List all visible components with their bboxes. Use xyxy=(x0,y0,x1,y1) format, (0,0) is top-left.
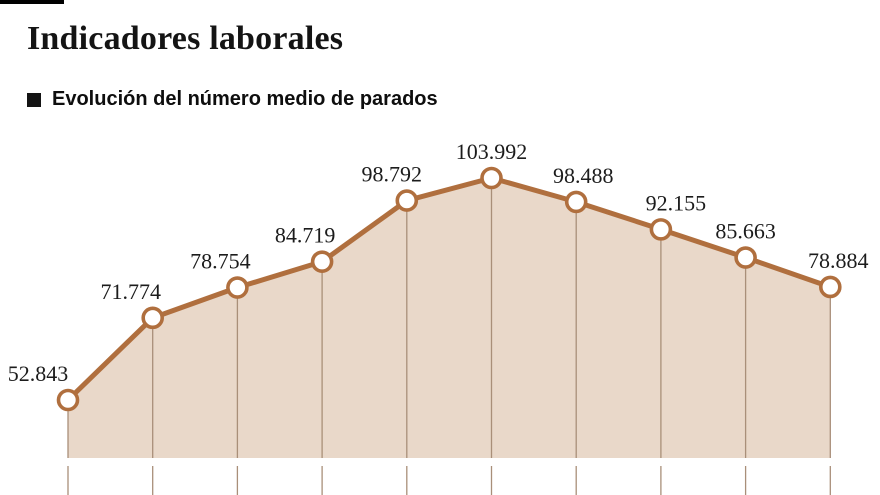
trend-line xyxy=(65,175,833,403)
data-point-marker xyxy=(141,306,164,330)
data-point-label: 98.792 xyxy=(362,162,423,187)
data-point-marker xyxy=(56,388,80,412)
page-title: Indicadores laborales xyxy=(27,20,344,57)
chart-subtitle: Evolución del número medio de parados xyxy=(27,88,438,111)
data-point-label: 103.992 xyxy=(456,139,528,164)
data-point-label: 71.774 xyxy=(100,279,161,304)
data-point-marker xyxy=(818,275,842,299)
area-fill xyxy=(68,178,831,458)
data-point-marker xyxy=(310,250,334,273)
data-point-label: 78.884 xyxy=(808,248,869,273)
chart-subtitle-label: Evolución del número medio de parados xyxy=(52,88,438,110)
data-point-marker xyxy=(395,189,419,212)
square-bullet-icon xyxy=(27,92,41,107)
data-point-marker xyxy=(734,246,757,269)
data-point-marker xyxy=(564,190,588,214)
data-point-label: 85.663 xyxy=(715,219,776,244)
data-point-marker xyxy=(649,218,673,241)
data-point-marker xyxy=(226,276,249,299)
data-point-label: 92.155 xyxy=(646,190,707,215)
data-point-label: 98.488 xyxy=(553,163,614,188)
top-rule xyxy=(0,0,64,4)
data-point-marker xyxy=(480,166,503,190)
data-point-label: 84.719 xyxy=(275,223,336,248)
data-point-label: 52.843 xyxy=(8,361,69,386)
data-point-label: 78.754 xyxy=(190,249,251,274)
